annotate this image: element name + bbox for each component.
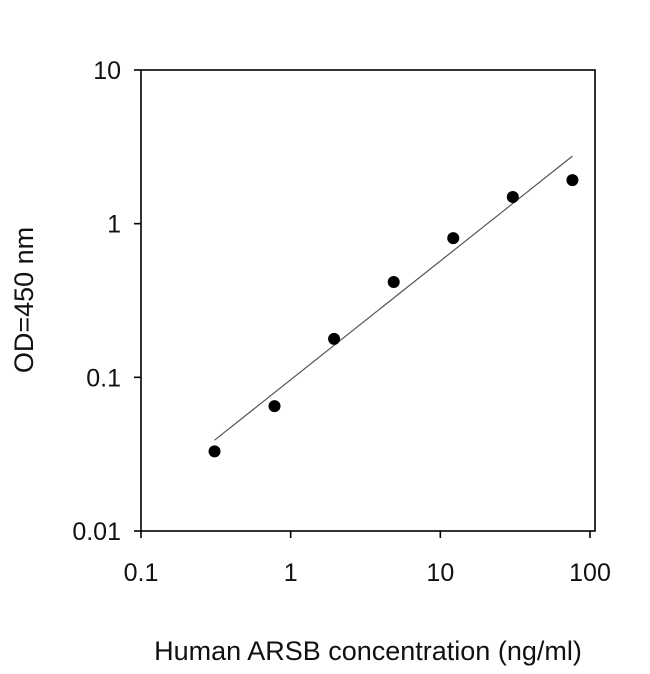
- y-tick-label: 0.1: [86, 364, 121, 392]
- data-point: [387, 276, 400, 289]
- data-point: [328, 332, 341, 345]
- data-points: [208, 174, 579, 458]
- y-axis-title: OD=450 nm: [9, 227, 39, 373]
- plot-area: [140, 69, 596, 532]
- x-tick-label: 1: [284, 559, 298, 587]
- data-point: [566, 174, 579, 187]
- x-tick-label: 0.1: [124, 559, 159, 587]
- data-point: [447, 232, 460, 245]
- x-axis-ticks: 0.1 1 10 100: [124, 531, 611, 587]
- plot-border: [140, 69, 596, 532]
- y-tick-label: 1: [107, 211, 121, 239]
- y-axis-ticks: 0.01 0.1 1 10: [72, 57, 141, 546]
- y-tick-label: 10: [93, 57, 121, 85]
- x-tick-label: 100: [569, 559, 611, 587]
- x-axis-title: Human ARSB concentration (ng/ml): [154, 636, 582, 666]
- x-tick-label: 10: [426, 559, 454, 587]
- regression-line: [214, 155, 573, 441]
- data-point: [268, 400, 281, 413]
- fit-line: [214, 155, 573, 441]
- data-point: [208, 445, 221, 458]
- data-point: [506, 191, 519, 204]
- y-tick-label: 0.01: [72, 518, 121, 546]
